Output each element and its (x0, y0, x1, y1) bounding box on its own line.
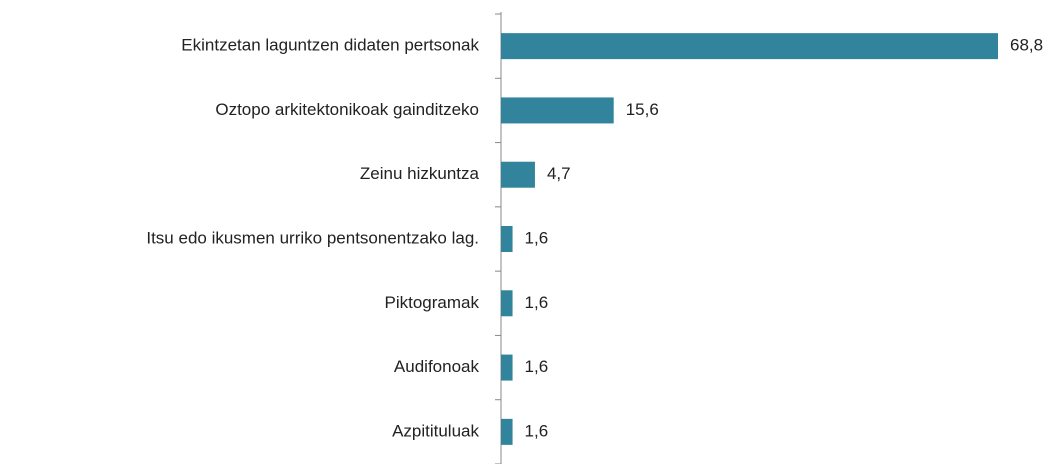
value-label: 1,6 (525, 357, 549, 376)
bar (501, 33, 998, 60)
value-label: 15,6 (626, 100, 659, 119)
bar (501, 418, 513, 445)
bar (501, 290, 513, 317)
value-label: 1,6 (525, 228, 549, 247)
category-label: Zeinu hizkuntza (360, 164, 480, 183)
category-label: Piktogramak (385, 293, 480, 312)
value-label: 68,8 (1010, 36, 1043, 55)
category-label: Itsu edo ikusmen urriko pentsonentzako l… (146, 228, 479, 247)
category-label: Ekintzetan laguntzen didaten pertsonak (181, 36, 479, 55)
category-label: Azpitituluak (392, 421, 479, 440)
value-label: 4,7 (547, 164, 571, 183)
value-label: 1,6 (525, 421, 549, 440)
bar (501, 226, 513, 252)
value-label: 1,6 (525, 293, 549, 312)
bar (501, 354, 513, 381)
bar (501, 161, 535, 188)
category-label: Audifonoak (394, 357, 480, 376)
bar (501, 97, 614, 124)
category-label: Oztopo arkitektonikoak gainditzeko (215, 100, 479, 119)
